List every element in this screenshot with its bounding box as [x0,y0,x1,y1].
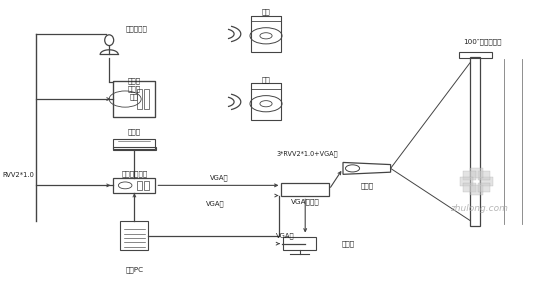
Bar [282,183,329,196]
Bar [463,171,475,180]
Bar [143,89,149,109]
Bar [250,83,281,89]
Bar [478,183,490,192]
Bar [250,16,281,52]
Text: VGA线: VGA线 [276,233,295,239]
Bar [120,221,148,250]
Bar [113,81,155,117]
Text: 音箱: 音箱 [262,76,270,83]
Text: 无线麦克风: 无线麦克风 [126,25,148,32]
Bar [459,52,492,58]
Bar [470,168,483,178]
Bar [113,178,155,193]
Text: 音箱: 音箱 [262,8,270,15]
Text: 100″电动投影幕: 100″电动投影幕 [464,39,502,45]
Bar [113,139,155,149]
Bar [137,181,142,190]
Bar [250,16,281,21]
Text: VGA线: VGA线 [210,175,229,181]
Bar [470,57,480,226]
Bar [113,81,155,117]
Bar [113,147,156,150]
Text: 教师PC: 教师PC [125,266,143,273]
Text: 桌面控制面板: 桌面控制面板 [122,170,147,177]
Bar [143,181,149,190]
Bar [470,185,483,195]
Text: 壁挂式
无线扩
音机: 壁挂式 无线扩 音机 [128,78,141,100]
Bar [283,237,316,250]
Bar [463,183,475,192]
Bar [250,83,281,120]
Text: zhulong.com: zhulong.com [450,203,508,213]
Bar [478,171,490,180]
Text: 笔记本: 笔记本 [128,128,141,135]
Bar [480,177,493,186]
Text: 3*RVV2*1.0+VGA线: 3*RVV2*1.0+VGA线 [276,151,338,157]
Text: RVV2*1.0: RVV2*1.0 [3,172,35,179]
Text: VGA线: VGA线 [206,200,225,207]
Text: 投影机: 投影机 [360,183,374,189]
Bar [137,89,142,109]
Text: 显示器: 显示器 [342,241,354,247]
Text: VGA切换器: VGA切换器 [291,198,320,205]
Bar [460,177,473,186]
